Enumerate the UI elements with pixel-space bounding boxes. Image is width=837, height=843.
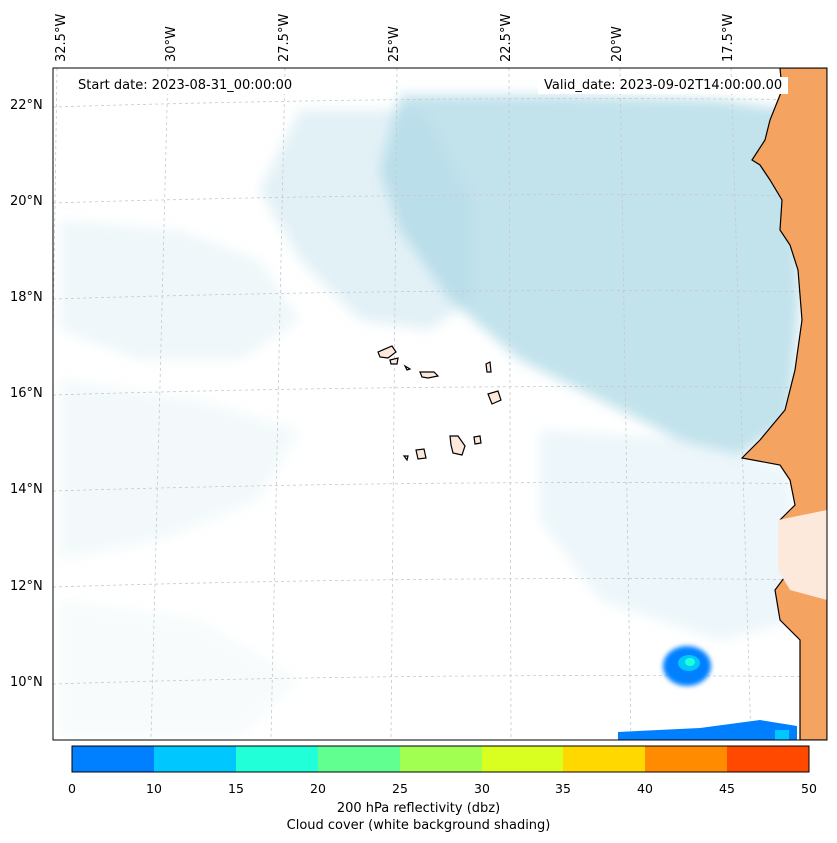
lon-label-25w: 25°W <box>387 26 402 62</box>
lon-label-27-5w: 27.5°W <box>277 13 292 62</box>
african-coast-land <box>740 68 827 740</box>
reflectivity-band-south <box>618 720 797 740</box>
colorbar-segment-7 <box>645 746 727 772</box>
lat-label-16n: 16°N <box>10 386 43 401</box>
lon-label-17-5w: 17.5°W <box>721 13 736 62</box>
colorbar-tick-30: 30 <box>474 781 490 796</box>
lon-label-32-5w: 32.5°W <box>54 13 69 62</box>
colorbar-tick-15: 15 <box>228 781 244 796</box>
valid-date-label: Valid_date: 2023-09-02T14:00:00.00 <box>538 77 789 94</box>
colorbar-segment-8 <box>727 746 809 772</box>
colorbar-tick-35: 35 <box>555 781 571 796</box>
lat-label-18n: 18°N <box>10 290 43 305</box>
cloud-cover-shading <box>60 95 800 735</box>
colorbar-segment-4 <box>400 746 482 772</box>
colorbar-tick-45: 45 <box>719 781 735 796</box>
start-date-label: Start date: 2023-08-31_00:00:00 <box>72 77 299 94</box>
colorbar <box>71 745 810 773</box>
colorbar-tick-20: 20 <box>310 781 326 796</box>
cape-verde-islands <box>377 345 502 462</box>
colorbar-segment-6 <box>563 746 645 772</box>
colorbar-tick-50: 50 <box>801 781 817 796</box>
colorbar-tick-40: 40 <box>637 781 653 796</box>
map-frame <box>52 67 828 741</box>
lat-label-22n: 22°N <box>10 98 43 113</box>
lat-label-12n: 12°N <box>10 579 43 594</box>
colorbar-label-cloud-cover: Cloud cover (white background shading) <box>286 818 551 833</box>
lon-label-22-5w: 22.5°W <box>499 13 514 62</box>
colorbar-tick-0: 0 <box>68 781 76 796</box>
graticule-lines <box>53 68 827 740</box>
lat-label-10n: 10°N <box>10 675 43 690</box>
colorbar-label-reflectivity: 200 hPa reflectivity (dbz) <box>336 801 501 816</box>
colorbar-segment-1 <box>154 746 236 772</box>
lat-label-20n: 20°N <box>10 194 43 209</box>
lon-label-30w: 30°W <box>164 26 179 62</box>
lon-label-20w: 20°W <box>610 26 625 62</box>
colorbar-outline <box>71 745 810 773</box>
colorbar-segment-2 <box>236 746 318 772</box>
reflectivity-cells <box>618 646 797 740</box>
colorbar-segment-0 <box>72 746 154 772</box>
colorbar-tick-10: 10 <box>146 781 162 796</box>
lat-label-14n: 14°N <box>10 482 43 497</box>
colorbar-segment-3 <box>318 746 400 772</box>
colorbar-tick-25: 25 <box>392 781 408 796</box>
colorbar-segment-5 <box>482 746 563 772</box>
